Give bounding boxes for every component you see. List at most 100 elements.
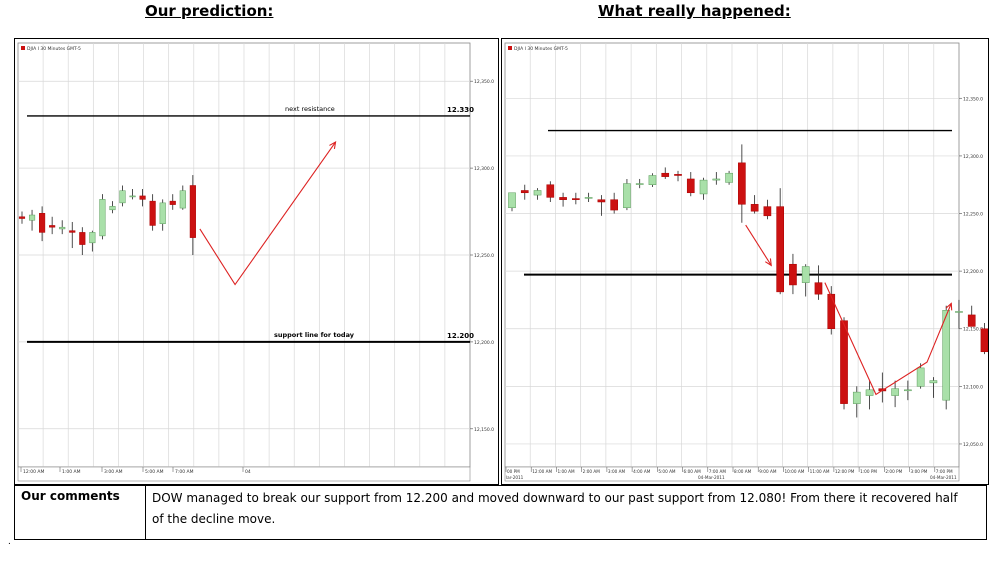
candle-body	[59, 226, 66, 230]
candle-body	[18, 216, 26, 219]
candle-body	[674, 174, 682, 176]
y-tick-label: 12,250.0	[474, 253, 494, 259]
candle-body	[139, 195, 146, 200]
x-tick-label: 8:00 AM	[734, 469, 752, 474]
trend-arrow-line	[745, 224, 772, 266]
y-tick-label: 12,300.0	[474, 166, 494, 172]
x-tick-label: 5:00 AM	[145, 469, 164, 475]
comments-table: Our comments DOW managed to break our su…	[14, 485, 987, 540]
x-subtick-label: 04-Mar-2011	[930, 475, 957, 480]
stray-bullet: .	[8, 536, 11, 547]
x-tick-label: 10:00 AM	[784, 469, 804, 474]
actual-heading: What really happened:	[598, 2, 791, 20]
x-tick-label: 9:00 AM	[759, 469, 777, 474]
x-tick-label: 3:00 AM	[104, 469, 123, 475]
x-subtick-label: 04-Mar-2011	[698, 475, 725, 480]
trend-arrow-head	[945, 302, 953, 311]
y-tick-label: 12,350.0	[474, 79, 494, 85]
candle-body	[79, 232, 86, 245]
y-tick-label: 12,050.0	[963, 442, 983, 448]
candle-body	[891, 388, 899, 396]
candle-body	[508, 192, 516, 209]
trend-arrow-head	[329, 141, 337, 150]
candle-body	[119, 190, 126, 204]
x-tick-label: 7:00 PM	[936, 469, 953, 474]
candle-body	[763, 206, 772, 217]
x-tick-label: 2:00 PM	[885, 469, 902, 474]
x-tick-label: 00 PM	[507, 469, 520, 474]
level-value-label: 12.200	[447, 332, 474, 340]
candle-body	[49, 225, 56, 228]
level-label: support line for today	[274, 331, 355, 339]
candle-body	[904, 389, 912, 392]
candle-body	[738, 162, 746, 205]
candle-body	[39, 213, 46, 233]
candle-body	[169, 200, 176, 205]
level-value-label: 12.330	[447, 106, 474, 114]
prediction-chart: 12,350.0 12,300.0 12,250.0 12,200.0 12,150.0…	[17, 42, 494, 482]
y-tick-label: 12,300.0	[963, 154, 983, 160]
candle-body	[189, 185, 196, 238]
candle-body	[99, 199, 106, 237]
y-tick-label: 12,150.0	[963, 327, 983, 333]
candle-body	[814, 282, 823, 295]
prediction-chart-frame: 12,350.0 12,300.0 12,250.0 12,200.0 12,150.0…	[14, 38, 499, 485]
x-tick-label: 12:00 AM	[532, 469, 552, 474]
candle-body	[955, 311, 963, 313]
x-tick-label: 12:00 PM	[835, 469, 855, 474]
x-tick-label: 1:00 AM	[557, 469, 575, 474]
x-tick-label: 1:00 AM	[62, 469, 81, 475]
level-label: next resistance	[285, 105, 335, 113]
candle-body	[661, 172, 670, 177]
y-tick-label: 12,200.0	[474, 340, 494, 346]
candle-body	[635, 183, 644, 185]
candle-body	[623, 183, 631, 209]
candle-body	[520, 190, 529, 194]
x-axis-strip	[17, 466, 471, 482]
candle-body	[789, 263, 797, 286]
x-subtick-label: lar-2011	[506, 475, 524, 480]
x-tick-label: 6:00 AM	[684, 469, 702, 474]
candle-body	[712, 178, 721, 181]
candle-body	[827, 293, 836, 329]
candle-body	[967, 314, 976, 327]
candle-body	[610, 199, 618, 211]
candle-body	[28, 214, 36, 221]
x-tick-label: 4:00 AM	[633, 469, 651, 474]
trend-arrow-head	[764, 258, 772, 267]
trend-arrow-line	[199, 141, 337, 286]
candle-body	[533, 190, 542, 196]
candle-body	[801, 266, 810, 283]
candle-body	[648, 175, 657, 185]
x-tick-label: 1:00 PM	[860, 469, 877, 474]
x-tick-label: 04	[245, 469, 251, 475]
x-tick-label: 3:00 AM	[608, 469, 626, 474]
candle-body	[725, 172, 733, 183]
candle-body	[584, 197, 593, 199]
x-axis-strip	[504, 466, 960, 482]
candle-body	[750, 204, 759, 212]
candle-body	[546, 184, 555, 198]
candle-body	[929, 380, 938, 384]
trend-arrow-line	[824, 282, 952, 396]
comments-label: Our comments	[15, 486, 146, 539]
candle-body	[597, 199, 606, 203]
candle-body	[852, 391, 861, 404]
instrument-icon	[508, 46, 512, 50]
y-tick-label: 12,100.0	[963, 384, 983, 390]
x-tick-label: 11:00 AM	[810, 469, 830, 474]
candle-body	[149, 200, 156, 226]
candle-body	[109, 206, 116, 211]
instrument-label: DJIA I 30 Minutes GMT-5	[514, 46, 568, 52]
y-tick-label: 12,350.0	[963, 96, 983, 102]
actual-chart-frame: 12,350.0 12,300.0 12,250.0 12,200.0 12,150.0…	[501, 38, 989, 485]
candle-body	[686, 178, 695, 194]
prediction-heading: Our prediction:	[145, 2, 274, 20]
candle-body	[572, 198, 580, 200]
y-tick-label: 12,250.0	[963, 212, 983, 218]
candle-body	[840, 320, 848, 404]
candle-body	[980, 328, 988, 353]
x-tick-label: 2:00 AM	[583, 469, 601, 474]
x-tick-label: 12:00 AM	[23, 469, 44, 475]
y-tick-label: 12,150.0	[474, 427, 494, 433]
